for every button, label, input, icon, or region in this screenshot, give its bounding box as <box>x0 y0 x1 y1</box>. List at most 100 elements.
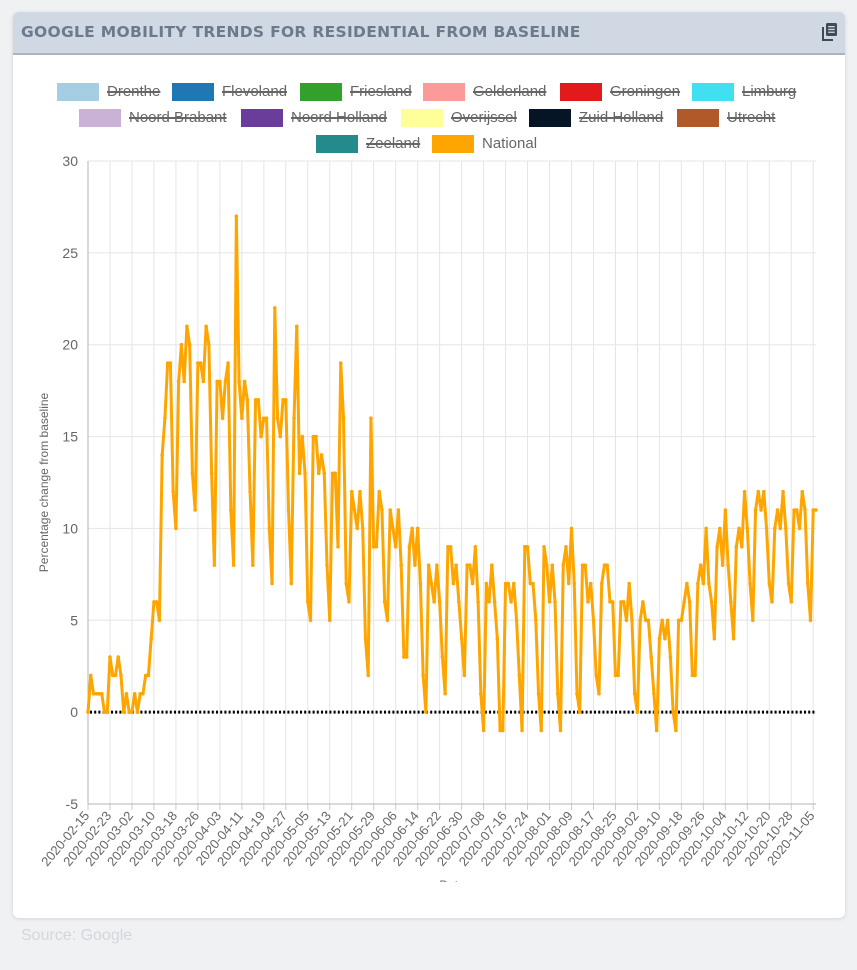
legend-swatch <box>316 135 358 153</box>
data-point <box>498 728 502 733</box>
data-point <box>135 710 140 714</box>
y-tick-label: 0 <box>70 704 78 720</box>
legend-label: Friesland <box>350 83 412 100</box>
data-point <box>418 581 423 586</box>
legend-swatch <box>560 83 602 101</box>
data-point <box>594 673 599 678</box>
data-point <box>575 691 579 696</box>
data-point <box>742 489 747 494</box>
line-chart: -50510152025302020-02-152020-02-232020-0… <box>37 153 818 882</box>
data-point <box>459 636 464 641</box>
data-point <box>468 563 472 567</box>
data-point <box>635 710 640 714</box>
data-point <box>231 563 236 567</box>
legend-swatch <box>172 83 214 101</box>
data-point <box>586 600 590 604</box>
data-point <box>789 600 794 604</box>
data-point <box>391 526 395 531</box>
legend-swatch <box>401 109 443 127</box>
data-point <box>481 728 486 733</box>
data-point <box>778 526 783 531</box>
data-point <box>347 600 351 604</box>
data-point <box>341 416 346 421</box>
data-point <box>336 545 340 549</box>
data-point <box>597 691 601 696</box>
data-point <box>558 728 563 733</box>
data-point <box>300 434 305 439</box>
data-point <box>264 416 269 421</box>
data-point <box>613 673 618 678</box>
data-point <box>245 398 250 402</box>
data-point <box>421 673 425 678</box>
data-point <box>487 600 491 604</box>
data-point <box>311 434 316 439</box>
data-point <box>660 618 664 623</box>
data-point <box>646 618 651 623</box>
card-title: GOOGLE MOBILITY TRENDS FOR RESIDENTIAL F… <box>21 23 581 41</box>
data-point <box>740 545 744 549</box>
data-point <box>542 545 546 549</box>
data-point <box>402 655 406 659</box>
data-point <box>185 324 189 329</box>
data-point <box>805 581 810 586</box>
data-point <box>457 600 461 604</box>
data-point <box>745 526 750 531</box>
data-point <box>800 489 805 494</box>
data-point <box>731 636 736 641</box>
data-point <box>564 545 568 549</box>
data-point <box>121 710 126 714</box>
data-point <box>517 673 522 678</box>
data-point <box>775 508 780 512</box>
data-point <box>792 508 796 512</box>
data-point <box>605 563 610 567</box>
data-point <box>753 508 758 512</box>
data-point <box>171 489 175 494</box>
data-point <box>226 361 230 365</box>
legend-swatch <box>300 83 342 101</box>
data-point <box>130 710 134 714</box>
data-point <box>190 471 195 476</box>
y-tick-label: 30 <box>62 153 78 169</box>
data-point <box>470 581 475 586</box>
legend-swatch <box>529 109 571 127</box>
data-point <box>608 600 612 604</box>
data-point <box>165 361 170 365</box>
data-point <box>665 618 670 623</box>
data-point <box>627 581 631 586</box>
data-point <box>253 398 258 402</box>
data-point <box>794 508 799 512</box>
legend-label: Utrecht <box>727 109 776 126</box>
data-point <box>737 526 741 531</box>
data-point <box>685 581 689 586</box>
copy-icon-glyph <box>822 23 837 41</box>
y-tick-label: 10 <box>62 520 78 536</box>
data-point <box>141 691 145 696</box>
data-point <box>404 655 409 659</box>
data-point <box>157 618 162 623</box>
data-point <box>105 710 110 714</box>
data-point <box>503 581 508 586</box>
data-point <box>286 508 291 512</box>
y-tick-label: -5 <box>66 796 79 812</box>
data-point <box>108 655 112 659</box>
data-point <box>561 563 566 567</box>
data-point <box>764 526 769 531</box>
data-point <box>110 673 115 678</box>
data-point <box>196 361 200 365</box>
data-point <box>693 673 697 678</box>
data-point <box>240 416 244 421</box>
legend-label: Drenthe <box>107 83 161 100</box>
data-point <box>303 471 307 476</box>
data-point <box>352 508 357 512</box>
data-point <box>132 691 137 696</box>
data-point <box>690 673 695 678</box>
data-point <box>803 508 807 512</box>
legend-label: National <box>482 135 538 152</box>
data-point <box>289 581 294 586</box>
data-point <box>182 379 186 384</box>
data-point <box>355 526 360 531</box>
y-tick-label: 15 <box>62 429 78 445</box>
copy-icon[interactable] <box>821 22 839 42</box>
data-point <box>380 508 384 512</box>
data-point <box>385 618 390 623</box>
